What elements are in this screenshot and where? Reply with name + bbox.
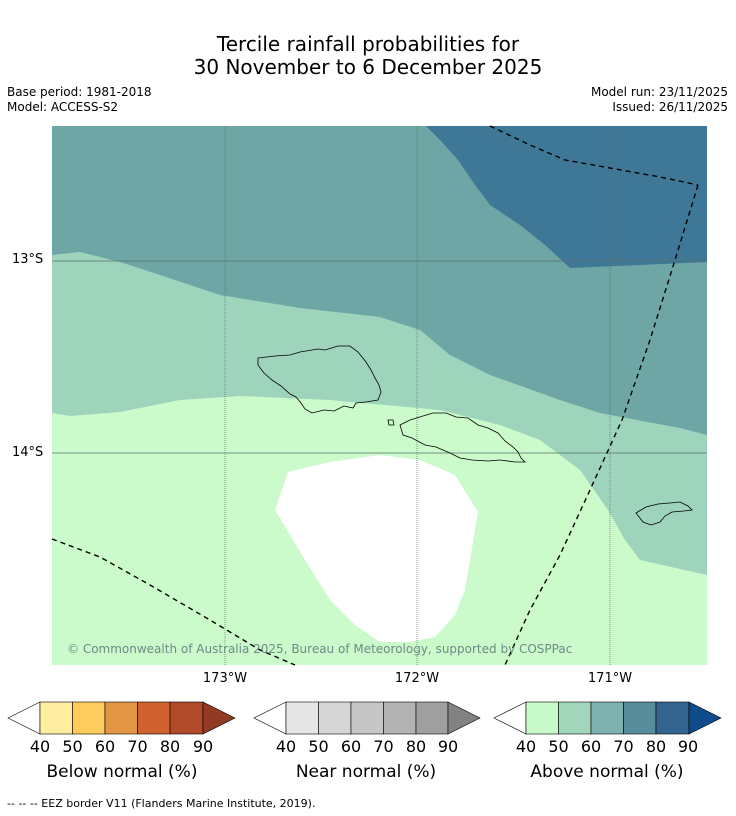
colorbar-above-label: Above normal (%) <box>530 762 684 782</box>
cb-below-tick: 40 <box>29 737 51 756</box>
cb-above-tick: 40 <box>515 737 537 756</box>
colorbar-near-segment-1 <box>285 701 319 735</box>
eez-border-east <box>504 184 699 666</box>
eez-border <box>51 125 699 666</box>
colorbar-above-segment-4 <box>623 701 657 735</box>
colorbar-above-segment-2 <box>558 701 592 735</box>
colorbar-near-segment-2 <box>318 701 352 735</box>
colorbar-below-segment-5 <box>169 701 204 735</box>
cb-above-tick: 80 <box>645 737 667 756</box>
cb-near-tick: 70 <box>373 737 394 756</box>
tutuila-island <box>635 501 693 526</box>
colorbar-above-segment-1 <box>525 701 559 735</box>
cb-below-tick: 60 <box>94 737 116 756</box>
cb-near-tick: 40 <box>275 737 297 756</box>
manono-islet <box>387 419 395 426</box>
lon-label-172w: 172°W <box>394 671 440 686</box>
colorbar-above-low-extend <box>493 701 527 735</box>
colorbar-below-label: Below normal (%) <box>46 762 198 782</box>
meta-right: Model run: 23/11/2025 Issued: 26/11/2025 <box>591 85 728 115</box>
colorbar-near-high-extend <box>447 701 481 735</box>
meta-left: Base period: 1981-2018 Model: ACCESS-S2 <box>7 85 152 115</box>
lon-label-173w: 173°W <box>202 671 248 686</box>
colorbar-below-segment-4 <box>137 701 171 735</box>
colorbar-near-low-extend <box>253 701 287 735</box>
colorbar-below <box>7 701 236 735</box>
colorbar-above <box>493 701 722 735</box>
model-run: Model run: 23/11/2025 <box>590 85 728 99</box>
eez-border-north <box>489 125 699 186</box>
base-period: Base period: 1981-2018 <box>7 85 152 99</box>
region-no-signal <box>275 455 478 642</box>
lat-label-13s: 13°S <box>12 252 44 267</box>
colorbar-below-segment-1 <box>39 701 73 735</box>
cb-below-tick: 90 <box>192 737 214 756</box>
map-title-line2: 30 November to 6 December 2025 <box>193 55 543 79</box>
cb-below-tick: 50 <box>62 737 83 756</box>
colorbar-above-segment-3 <box>590 701 624 735</box>
cb-above-tick: 50 <box>548 737 569 756</box>
cb-near-tick: 50 <box>308 737 329 756</box>
cb-near-tick: 60 <box>340 737 362 756</box>
rainfall-map <box>51 125 707 666</box>
colorbar-below-low-extend <box>7 701 41 735</box>
land-outlines <box>257 345 693 526</box>
colorbar-near-label: Near normal (%) <box>295 762 437 782</box>
colorbar-near-segment-4 <box>383 701 417 735</box>
grid-lines <box>52 126 707 665</box>
colorbar-below-segment-2 <box>72 701 106 735</box>
colorbar-above-high-extend <box>688 701 722 735</box>
eez-legend-footer: -- -- -- EEZ border V11 (Flanders Marine… <box>7 797 316 810</box>
model-name: Model: ACCESS-S2 <box>7 100 119 114</box>
colorbar-near <box>253 701 481 735</box>
copyright-notice: © Commonwealth of Australia 2025, Bureau… <box>67 642 573 656</box>
cb-below-tick: 70 <box>127 737 148 756</box>
cb-above-tick: 60 <box>580 737 602 756</box>
lon-label-171w: 171°W <box>587 671 633 686</box>
colorbar-near-segment-5 <box>415 701 449 735</box>
region-above-70 <box>426 126 707 268</box>
colorbar-near-segment-3 <box>350 701 384 735</box>
upolu-island <box>399 412 526 463</box>
cb-near-tick: 90 <box>437 737 459 756</box>
colorbar-above-segment-5 <box>655 701 690 735</box>
map-title-line1: Tercile rainfall probabilities for <box>216 32 520 56</box>
colorbar-below-segment-3 <box>104 701 138 735</box>
cb-above-tick: 70 <box>613 737 634 756</box>
lat-label-14s: 14°S <box>12 445 44 460</box>
savaii-island <box>257 345 382 414</box>
cb-near-tick: 80 <box>405 737 427 756</box>
cb-below-tick: 80 <box>159 737 181 756</box>
issued-date: Issued: 26/11/2025 <box>612 100 728 114</box>
colorbar-below-high-extend <box>202 701 236 735</box>
cb-above-tick: 90 <box>677 737 699 756</box>
